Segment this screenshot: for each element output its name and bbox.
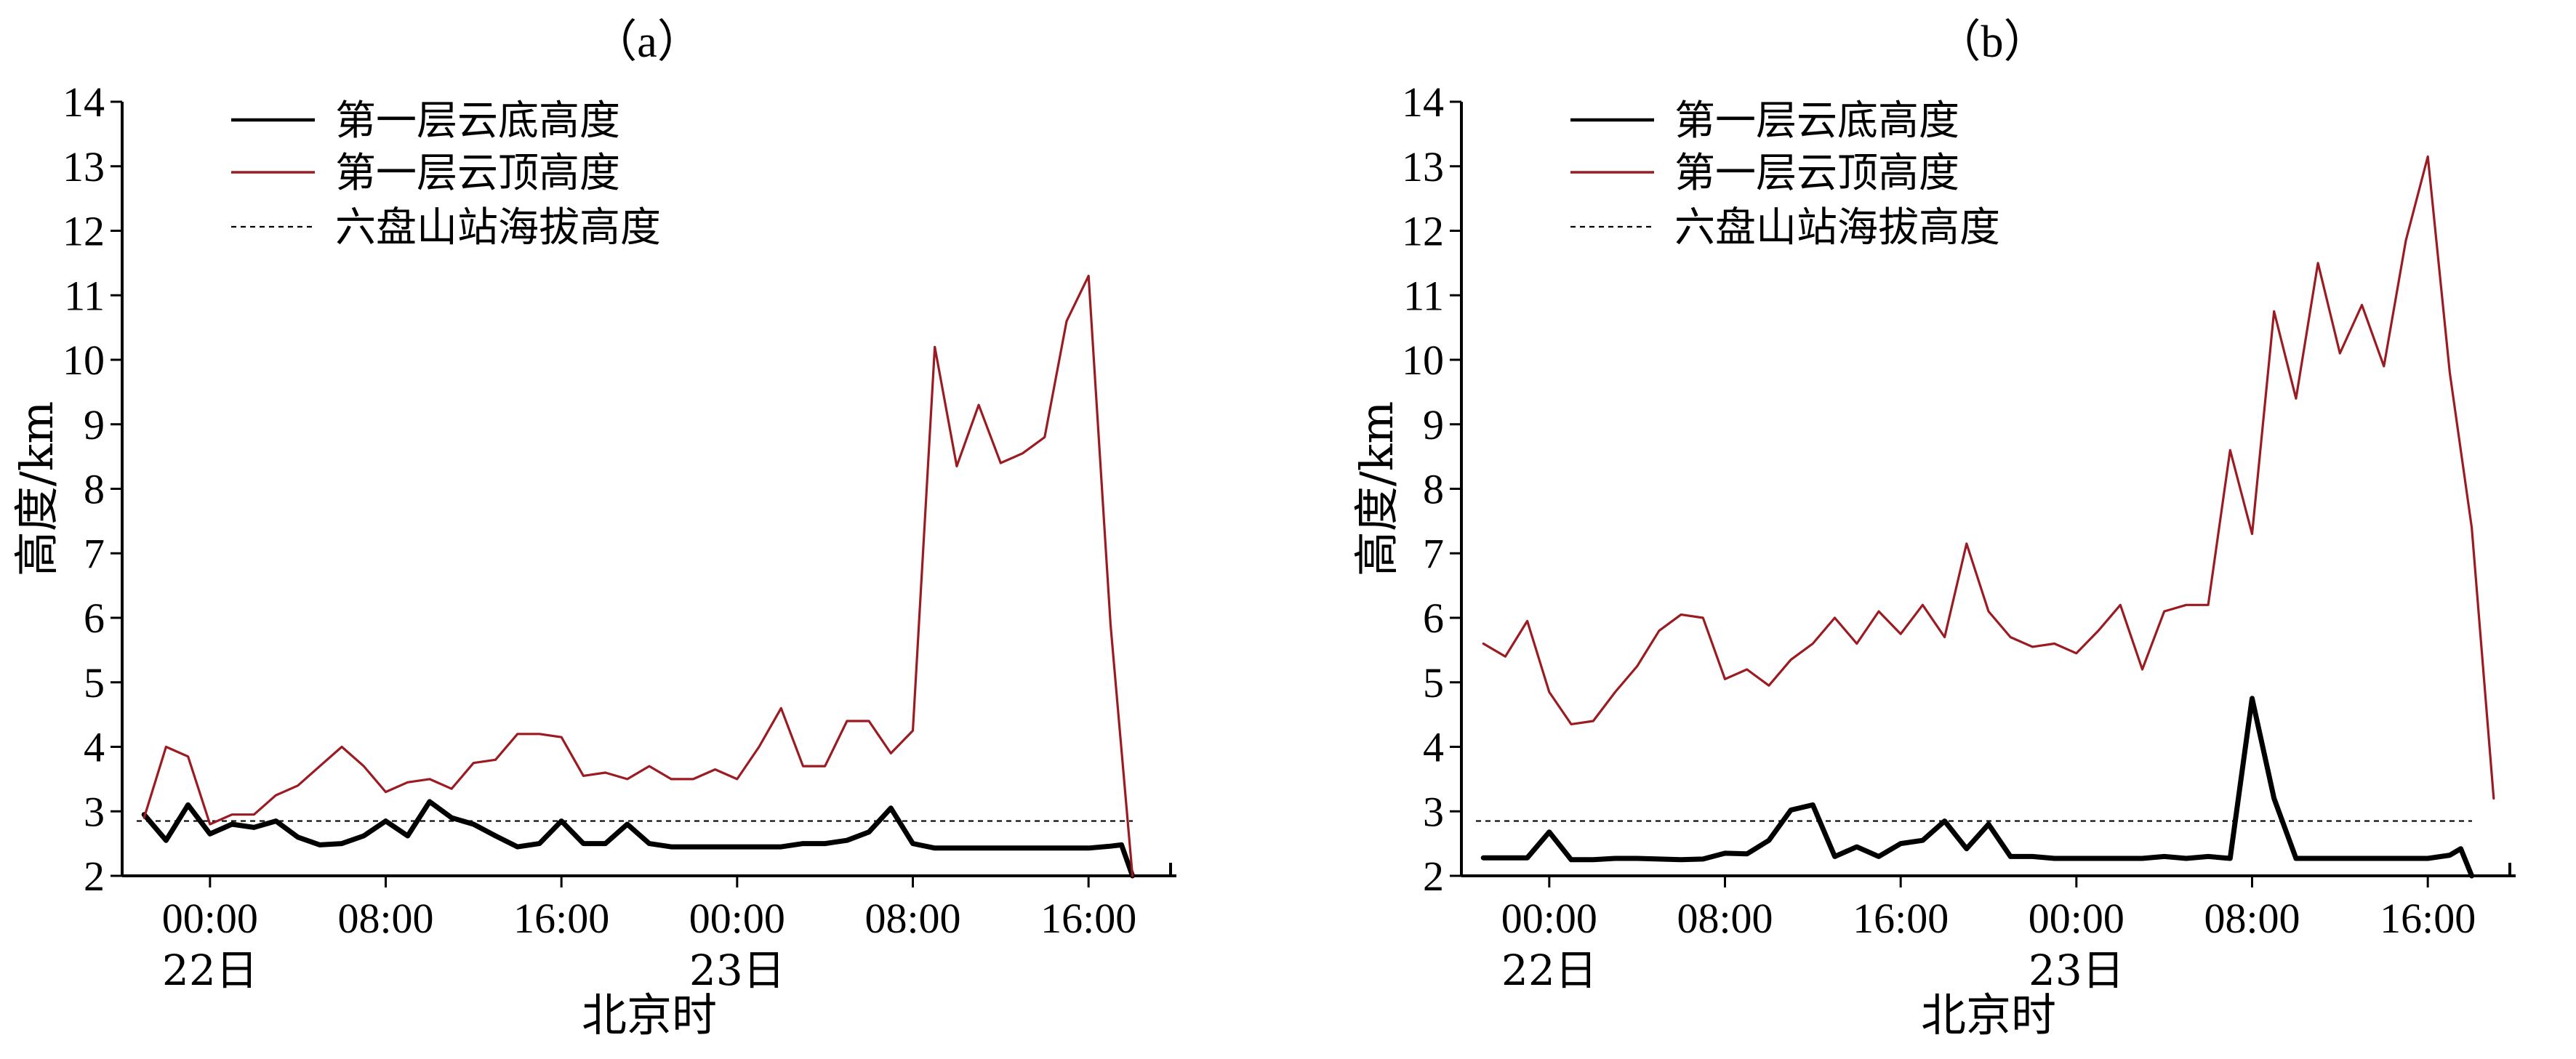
- y-tick-label: 5: [1423, 659, 1444, 706]
- y-tick-label: 13: [1402, 143, 1444, 190]
- y-tick-label: 11: [1403, 272, 1444, 319]
- y-tick-label: 9: [1423, 401, 1444, 448]
- y-tick-label: 3: [84, 788, 105, 835]
- x-tick-label: 08:00: [864, 895, 960, 942]
- y-tick-label: 3: [1423, 788, 1444, 835]
- y-tick-label: 4: [84, 724, 105, 771]
- y-axis-title: 高度/km: [1350, 401, 1403, 576]
- x-tick-label: 00:00: [162, 895, 258, 942]
- x-tick-label: 08:00: [337, 895, 433, 942]
- x-tick-label: 16:00: [2380, 895, 2476, 942]
- y-tick-label: 2: [1423, 853, 1444, 900]
- legend-label: 第一层云底高度: [335, 97, 620, 145]
- y-tick-label: 10: [63, 337, 105, 384]
- y-tick-label: 7: [84, 530, 105, 577]
- x-tick-sublabel: 22日: [1501, 946, 1597, 995]
- legend-label: 第一层云顶高度: [335, 150, 620, 197]
- y-tick-label: 4: [1423, 724, 1444, 771]
- y-tick-label: 11: [64, 272, 105, 319]
- cloud-top-line: [1482, 155, 2495, 800]
- y-tick-label: 7: [1423, 530, 1444, 577]
- y-tick-label: 6: [1423, 595, 1444, 642]
- y-tick-label: 14: [1402, 78, 1444, 126]
- legend-label: 第一层云底高度: [1674, 97, 1959, 145]
- x-tick-label: 16:00: [513, 895, 609, 942]
- x-axis-title: 北京时: [1921, 988, 2056, 1042]
- y-tick-label: 13: [63, 143, 105, 190]
- cloud-base-line: [1480, 696, 2475, 879]
- y-tick-label: 6: [84, 595, 105, 642]
- x-tick-sublabel: 23日: [689, 946, 785, 995]
- cloud-top-line: [143, 275, 1134, 877]
- y-tick-label: 8: [84, 466, 105, 513]
- legend-label: 六盘山站海拔高度: [335, 204, 661, 251]
- x-tick-sublabel: 23日: [2029, 946, 2124, 995]
- x-tick-sublabel: 22日: [162, 946, 258, 995]
- cloud-base-line: [141, 799, 1136, 879]
- panel-label: （b）: [1935, 17, 2048, 67]
- x-tick-label: 00:00: [689, 895, 785, 942]
- legend-label: 六盘山站海拔高度: [1674, 204, 2000, 251]
- x-tick-label: 00:00: [2029, 895, 2124, 942]
- legend-label: 第一层云顶高度: [1674, 150, 1959, 197]
- x-tick-label: 16:00: [1040, 895, 1136, 942]
- x-tick-label: 16:00: [1853, 895, 1949, 942]
- y-tick-label: 5: [84, 659, 105, 706]
- y-axis-title: 高度/km: [10, 401, 63, 576]
- panel-label: （a）: [592, 17, 702, 67]
- y-tick-label: 9: [84, 401, 105, 448]
- y-tick-label: 12: [1402, 208, 1444, 255]
- y-tick-label: 8: [1423, 466, 1444, 513]
- y-tick-label: 2: [84, 853, 105, 900]
- x-tick-label: 08:00: [2204, 895, 2300, 942]
- y-tick-label: 12: [63, 208, 105, 255]
- y-tick-label: 10: [1402, 337, 1444, 384]
- x-axis-title: 北京时: [582, 988, 717, 1042]
- x-tick-label: 08:00: [1677, 895, 1773, 942]
- x-tick-label: 00:00: [1501, 895, 1597, 942]
- y-tick-label: 14: [63, 78, 105, 126]
